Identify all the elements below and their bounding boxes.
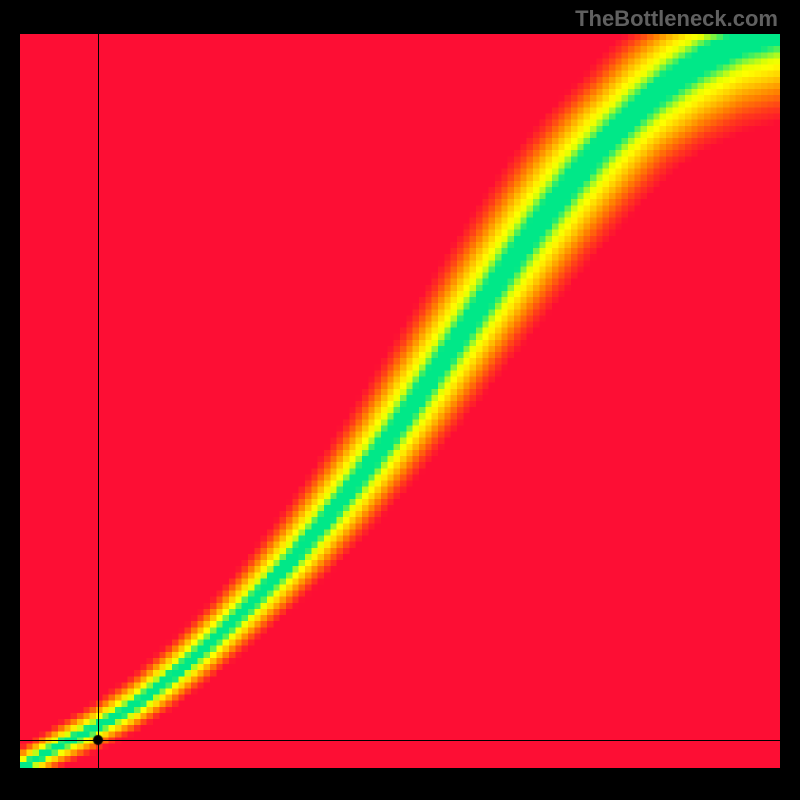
crosshair-vertical bbox=[98, 34, 99, 768]
crosshair-horizontal bbox=[20, 740, 780, 741]
watermark-text: TheBottleneck.com bbox=[575, 6, 778, 32]
crosshair-marker-dot bbox=[92, 734, 104, 746]
bottleneck-heatmap bbox=[20, 34, 780, 768]
